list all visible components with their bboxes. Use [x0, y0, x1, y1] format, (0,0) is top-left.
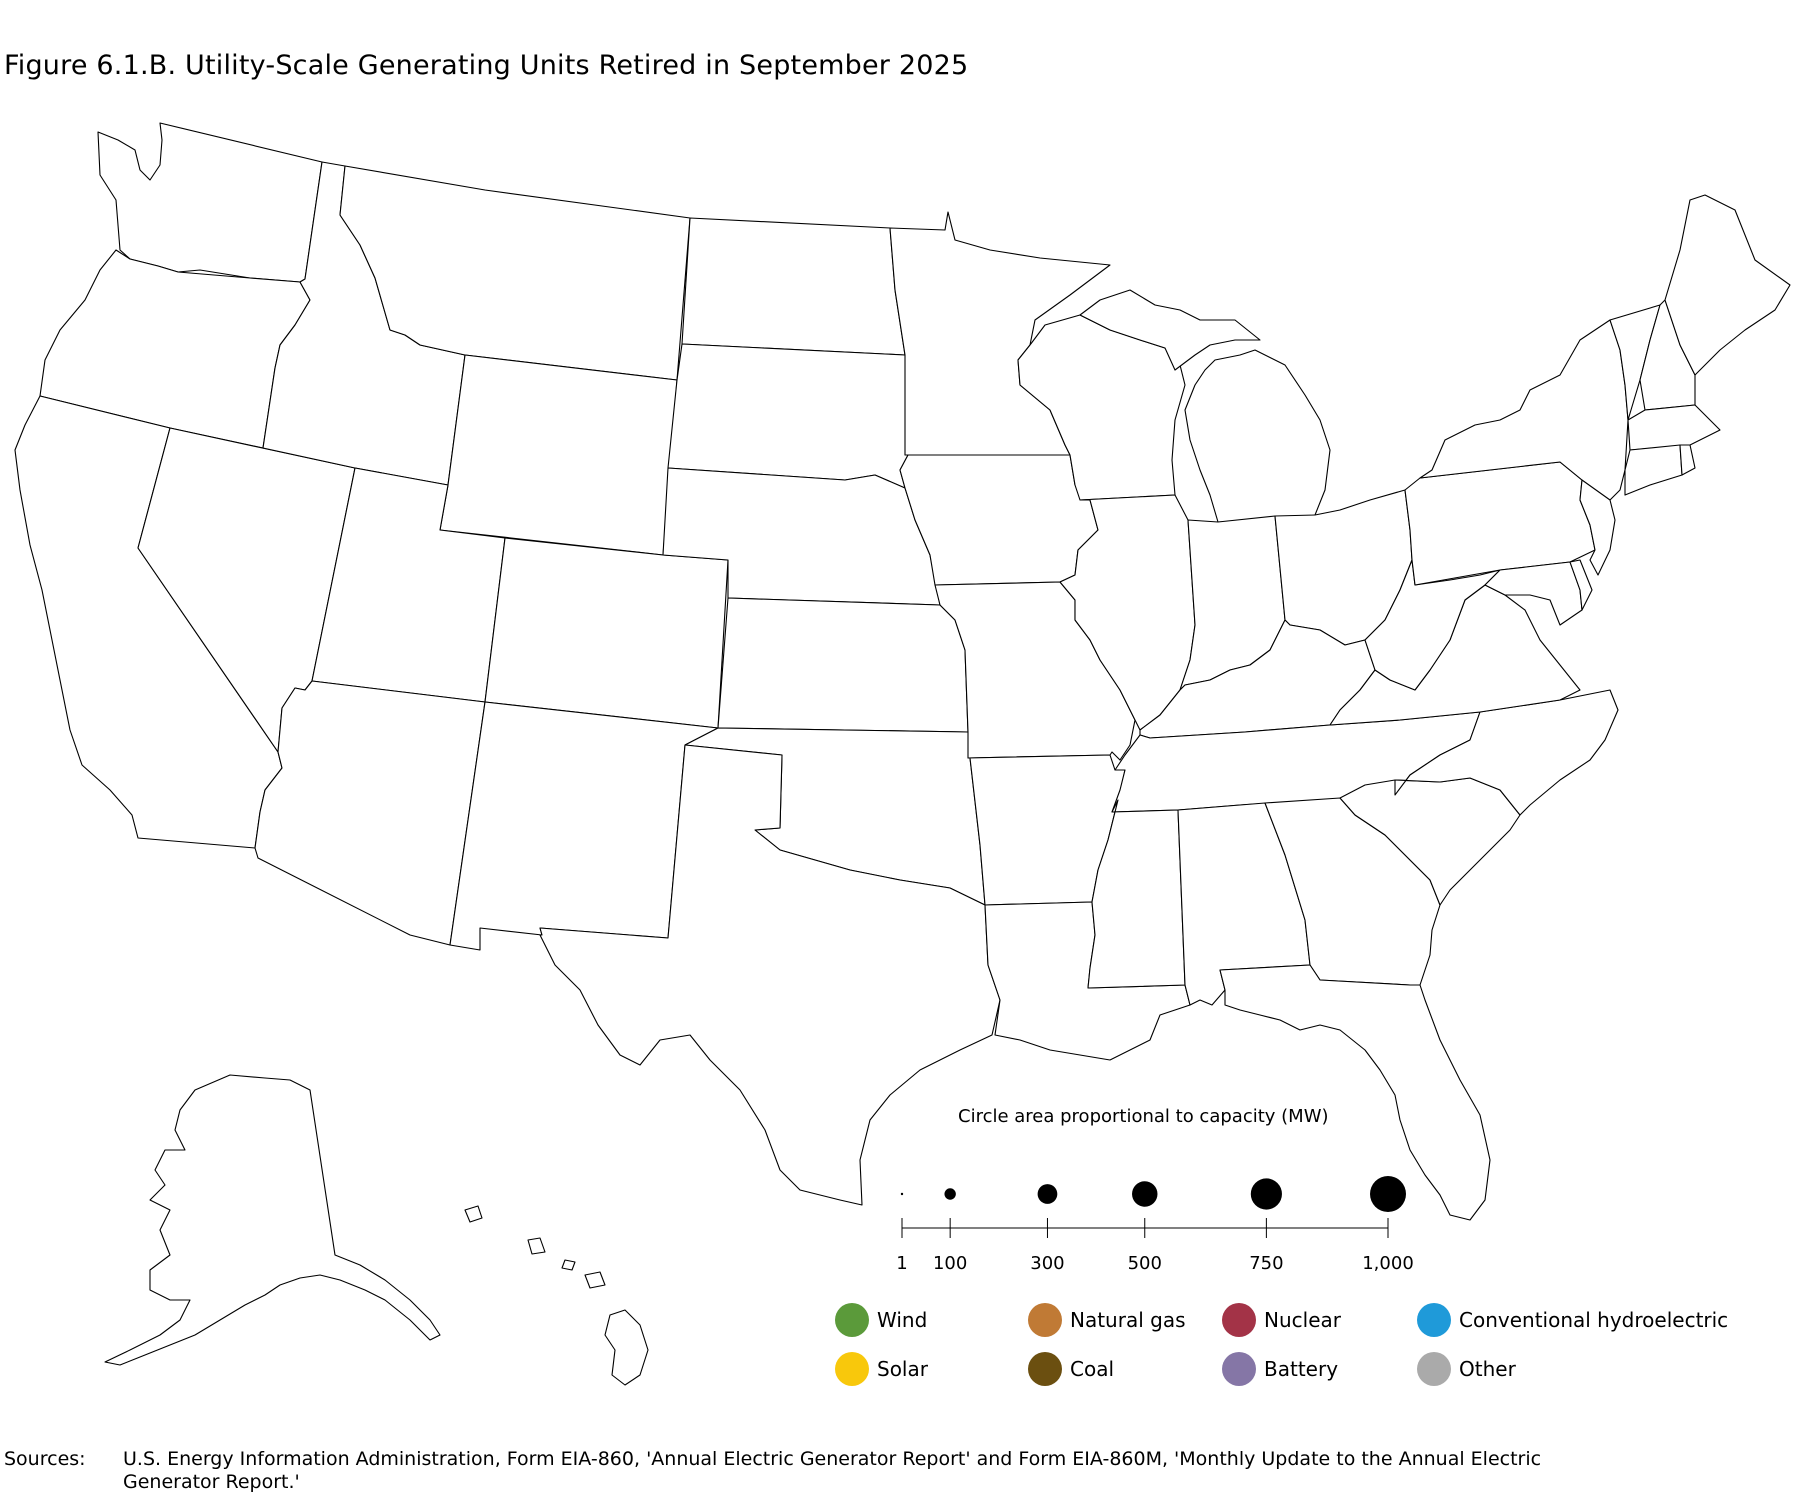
size-legend-ticks — [901, 1218, 1389, 1238]
state-massachusetts — [1627, 404, 1721, 451]
size-legend — [900, 1176, 1406, 1238]
state-north-carolina — [1394, 689, 1619, 816]
fuel-legend-label: Conventional hydroelectric — [1459, 1308, 1729, 1332]
size-legend-title: Circle area proportional to capacity (MW… — [958, 1106, 1329, 1127]
fuel-swatch-icon — [835, 1303, 869, 1337]
fuel-legend-label: Natural gas — [1070, 1308, 1186, 1332]
fuel-legend-label: Other — [1459, 1357, 1516, 1381]
sources-label: Sources: — [4, 1448, 86, 1470]
state-south-dakota — [667, 343, 909, 489]
state-wyoming — [439, 354, 678, 556]
state-arizona — [254, 680, 486, 946]
fuel-legend-label: Solar — [877, 1357, 928, 1381]
state-delaware — [1569, 559, 1593, 611]
fuel-legend-item: Natural gas — [1028, 1300, 1186, 1340]
fuel-legend-label: Nuclear — [1264, 1308, 1341, 1332]
size-legend-tick-label: 1 — [896, 1253, 908, 1274]
size-legend-circle-300 — [1037, 1184, 1058, 1204]
state-alaska — [104, 1074, 441, 1366]
fuel-legend-item: Nuclear — [1222, 1300, 1341, 1340]
state-texas — [539, 744, 1001, 1206]
fuel-swatch-icon — [1417, 1303, 1451, 1337]
size-legend-tick-label: 1,000 — [1362, 1253, 1414, 1274]
fuel-swatch-icon — [1028, 1352, 1062, 1386]
state-boundaries — [14, 122, 1791, 1386]
state-new-jersey — [1579, 479, 1616, 576]
fuel-legend-item: Other — [1417, 1349, 1516, 1389]
fuel-legend-item: Battery — [1222, 1349, 1338, 1389]
state-hawaii — [464, 1205, 649, 1386]
fuel-legend-item: Wind — [835, 1300, 927, 1340]
state-maine — [1664, 194, 1791, 376]
size-legend-circle-1000 — [1370, 1176, 1406, 1212]
fuel-legend-item: Conventional hydroelectric — [1417, 1300, 1728, 1340]
state-north-dakota — [681, 217, 906, 356]
hawaii-big-island — [604, 1309, 649, 1386]
fuel-legend-label: Battery — [1264, 1357, 1339, 1381]
state-colorado — [484, 537, 729, 729]
fuel-swatch-icon — [1222, 1352, 1256, 1386]
size-legend-circle-750 — [1250, 1178, 1282, 1210]
state-montana — [339, 165, 691, 381]
state-kansas — [717, 597, 969, 733]
fuel-legend-item: Solar — [835, 1349, 928, 1389]
fuel-swatch-icon — [835, 1352, 869, 1386]
fuel-swatch-icon — [1417, 1352, 1451, 1386]
size-legend-tick-label: 750 — [1249, 1253, 1284, 1274]
size-legend-circles — [900, 1176, 1406, 1212]
size-legend-tick-label: 500 — [1127, 1253, 1162, 1274]
state-connecticut — [1624, 444, 1683, 496]
size-legend-circle-1 — [900, 1192, 904, 1196]
sources-text: U.S. Energy Information Administration, … — [123, 1448, 1542, 1493]
size-legend-circle-100 — [944, 1188, 956, 1200]
fuel-swatch-icon — [1222, 1303, 1256, 1337]
figure-title: Figure 6.1.B. Utility-Scale Generating U… — [4, 50, 969, 81]
fuel-legend-label: Coal — [1070, 1357, 1115, 1381]
state-washington — [97, 122, 323, 283]
fuel-legend-label: Wind — [877, 1308, 928, 1332]
size-legend-tick-label: 100 — [932, 1253, 968, 1274]
fuel-legend-item: Coal — [1028, 1349, 1114, 1389]
state-rhode-island — [1679, 444, 1696, 476]
fuel-swatch-icon — [1028, 1303, 1062, 1337]
state-florida — [1219, 964, 1491, 1221]
size-legend-tick-label: 300 — [1030, 1253, 1065, 1274]
size-legend-circle-500 — [1132, 1181, 1158, 1207]
